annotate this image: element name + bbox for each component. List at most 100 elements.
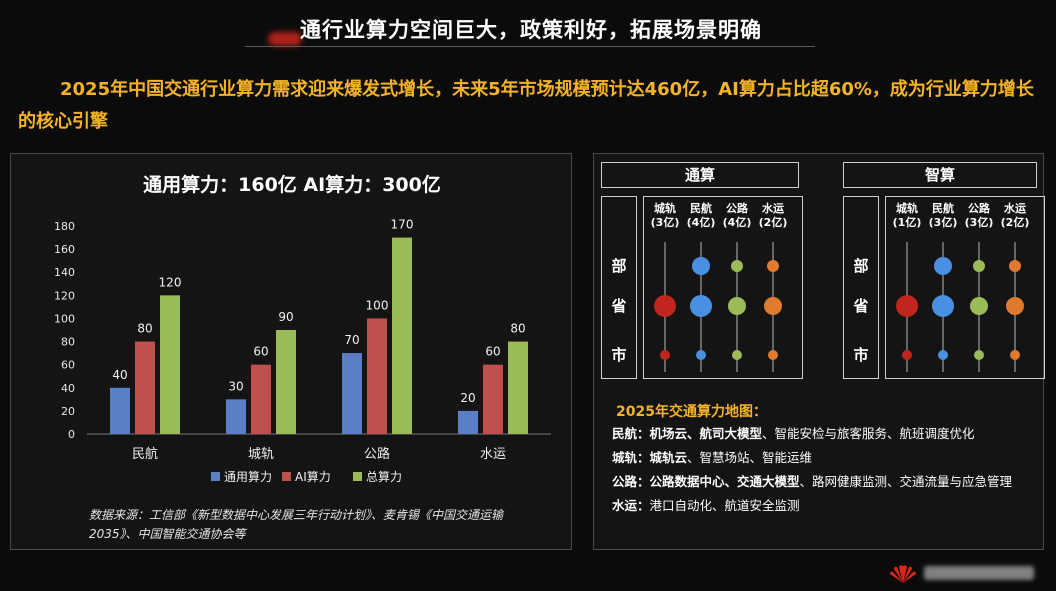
level-dot	[660, 350, 670, 360]
y-tick-label: 20	[61, 405, 75, 418]
column-header: 民航 (4亿)	[684, 202, 718, 230]
level-dot	[690, 295, 712, 317]
column-header: 民航 (3亿)	[926, 202, 960, 230]
bar	[483, 364, 503, 434]
bar	[135, 341, 155, 434]
legend-swatch	[353, 472, 362, 481]
map-item-label: 民航：	[612, 426, 650, 441]
bar	[458, 410, 478, 434]
legend-label: AI算力	[295, 469, 331, 484]
bar	[226, 399, 246, 434]
column-label: 民航	[932, 202, 954, 215]
level-dot	[938, 350, 948, 360]
level-dot	[728, 297, 746, 315]
map-item-detail: 、智慧场站、智能运维	[687, 450, 813, 465]
column-label: 水运	[1004, 202, 1026, 215]
level-dot	[902, 350, 912, 360]
level-dot	[973, 260, 985, 272]
map-item-detail: 、智能安检与旅客服务、航班调度优化	[762, 426, 975, 441]
column-amount: (2亿)	[1000, 216, 1030, 229]
legend-label: 通用算力	[224, 469, 272, 484]
bar	[160, 295, 180, 434]
map-item: 公路：公路数据中心、交通大模型、路网健康监测、交通流量与应急管理	[612, 470, 1032, 494]
map-item-label: 公路：	[612, 474, 650, 489]
level-label: 市	[611, 346, 627, 364]
bar	[367, 318, 387, 434]
legend-label: 总算力	[366, 469, 402, 484]
chart-title: 通用算力：160亿 AI算力：300亿	[143, 174, 441, 196]
headline: 2025年中国交通行业算力需求迎来爆发式增长，未来5年市场规模预计达460亿，A…	[18, 79, 1034, 132]
map-item: 民航：机场云、航司大模型、智能安检与旅客服务、航班调度优化	[612, 422, 1032, 446]
chart-panel: 0 20 40 60 80 100 120 140 160 180 40 80 120 民航 30 60 90 城…	[10, 153, 572, 550]
slide-title: 通行业算力空间巨大，政策利好，拓展场景明确	[300, 18, 762, 42]
dot-box	[885, 196, 1045, 379]
column-amount: (4亿)	[686, 216, 716, 229]
x-tick-label: 城轨	[248, 447, 274, 462]
level-dot	[654, 295, 676, 317]
map-item: 水运：港口自动化、航道安全监测	[612, 494, 1032, 518]
x-tick-label: 公路	[364, 446, 390, 462]
level-dot	[896, 295, 918, 317]
huawei-logo-icon	[890, 565, 916, 583]
level-label: 部	[611, 257, 627, 275]
column-label: 城轨	[654, 202, 676, 215]
level-dot	[934, 257, 952, 275]
map-item-key: 机场云、航司大模型	[649, 426, 763, 441]
legend-swatch	[282, 472, 291, 481]
level-box	[843, 196, 879, 379]
data-label: 40	[112, 368, 127, 382]
y-tick-label: 40	[61, 382, 75, 395]
x-tick-label: 水运	[480, 447, 506, 462]
column-header: 公路 (4亿)	[720, 202, 754, 230]
level-dot	[767, 260, 779, 272]
data-label: 90	[278, 310, 293, 324]
column-header: 城轨 (3亿)	[648, 202, 682, 230]
level-label: 省	[853, 297, 869, 315]
column-label: 水运	[762, 202, 784, 215]
level-label: 省	[611, 297, 627, 315]
column-header: 公路 (3亿)	[962, 202, 996, 230]
data-label: 120	[159, 275, 182, 289]
bar-chart: 0 20 40 60 80 100 120 140 160 180 40 80 120 民航 30 60 90 城…	[54, 218, 551, 484]
bar	[342, 353, 362, 434]
source-note: 数据来源：工信部《新型数据中心发展三年行动计划》、麦肯锡《中国交通运输2035》…	[89, 508, 504, 541]
column-amount: (3亿)	[964, 216, 994, 229]
level-dot	[696, 350, 706, 360]
y-tick-label: 80	[61, 336, 75, 349]
bar	[392, 237, 412, 434]
level-dot	[1010, 350, 1020, 360]
y-tick-label: 180	[54, 220, 75, 233]
column-amount: (1亿)	[892, 216, 922, 229]
map-item-key: 公路数据中心、交通大模型	[649, 474, 800, 489]
map-item-key: 城轨云	[649, 450, 688, 465]
level-dot	[768, 350, 778, 360]
level-dot	[1009, 260, 1021, 272]
level-dot	[970, 297, 988, 315]
data-label: 70	[344, 333, 359, 347]
level-dot	[974, 350, 984, 360]
bar	[508, 341, 528, 434]
level-dot	[692, 257, 710, 275]
column-header: 水运 (2亿)	[756, 202, 790, 230]
x-tick-label: 民航	[132, 446, 158, 462]
bar	[110, 387, 130, 434]
watermark-text	[924, 566, 1034, 580]
data-label: 80	[137, 322, 152, 336]
map-item-label: 水运：	[612, 498, 650, 513]
data-label: 80	[510, 322, 525, 336]
y-tick-label: 0	[68, 428, 75, 441]
y-tick-label: 140	[54, 266, 75, 279]
map-title: 2025年交通算力地图：	[616, 404, 767, 420]
map-item-label: 城轨：	[612, 450, 650, 465]
map-item-detail: 、路网健康监测、交通流量与应急管理	[799, 474, 1013, 489]
dot-box	[643, 196, 803, 379]
column-amount: (3亿)	[928, 216, 958, 229]
level-label: 部	[853, 257, 869, 275]
column-label: 公路	[726, 202, 748, 215]
bar	[276, 330, 296, 434]
level-dot	[764, 297, 782, 315]
legend-swatch	[211, 472, 220, 481]
column-header: 水运 (2亿)	[998, 202, 1032, 230]
y-tick-label: 120	[54, 289, 75, 302]
data-label: 60	[253, 345, 268, 359]
